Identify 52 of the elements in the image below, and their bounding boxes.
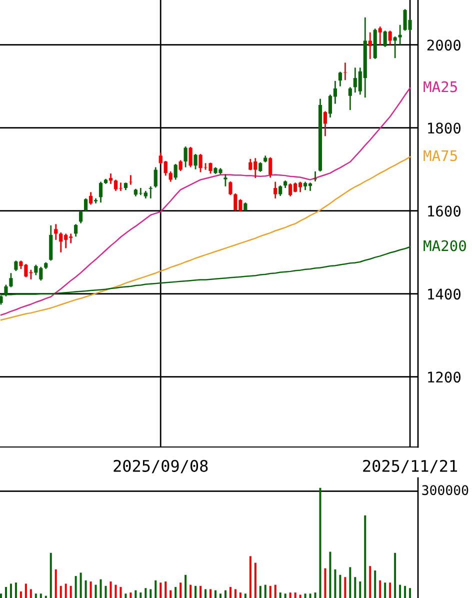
bar xyxy=(329,552,332,598)
candlestick xyxy=(14,260,18,272)
candlestick xyxy=(368,32,372,60)
candlestick xyxy=(174,163,178,180)
x-tick-label: 2025/11/21 xyxy=(363,460,458,474)
candlestick xyxy=(79,210,83,224)
line-series xyxy=(0,156,411,321)
candlestick xyxy=(383,30,387,48)
series-label: MA75 xyxy=(424,150,457,162)
candlestick xyxy=(224,174,228,188)
y-tick-label: 2000 xyxy=(427,40,461,51)
candlestick xyxy=(9,272,13,288)
candlestick xyxy=(338,71,342,88)
y-tick-label: 1200 xyxy=(428,372,461,383)
candlestick xyxy=(268,156,272,178)
candlestick xyxy=(84,198,88,212)
candlestick xyxy=(398,24,402,46)
candlestick xyxy=(348,86,352,111)
y-tick-label: 1800 xyxy=(428,122,461,134)
candlestick xyxy=(184,146,188,168)
candlestick xyxy=(154,166,158,188)
x-tick-label: 2025/09/08 xyxy=(114,460,208,474)
bar xyxy=(110,581,112,598)
candlestick xyxy=(228,180,232,196)
y-tick-label: 1400 xyxy=(428,288,461,300)
candlestick xyxy=(274,181,278,200)
candlestick xyxy=(343,62,347,81)
candlestick xyxy=(258,162,262,173)
text: 300000 xyxy=(422,485,468,496)
candlestick xyxy=(98,181,103,204)
series-label: MA25 xyxy=(424,81,457,92)
candlestick xyxy=(188,146,192,168)
line-series xyxy=(0,87,411,316)
candlestick xyxy=(178,160,182,172)
bar xyxy=(394,552,396,598)
candlestick xyxy=(313,170,318,182)
candlestick xyxy=(194,153,198,170)
candlestick xyxy=(278,184,282,197)
series-label: MA200 xyxy=(424,240,466,252)
candlestick xyxy=(88,191,93,206)
candlestick xyxy=(378,26,382,46)
candlestick xyxy=(168,170,172,182)
candlestick xyxy=(388,30,392,46)
candlestick xyxy=(74,223,78,238)
candlestick xyxy=(198,153,202,173)
candlestick xyxy=(108,172,113,185)
candlestick xyxy=(323,110,328,137)
candlestick xyxy=(208,162,212,174)
candlestick xyxy=(54,223,58,241)
bar xyxy=(174,586,177,598)
y-tick-label: 1600 xyxy=(428,206,461,217)
candlestick xyxy=(148,186,152,200)
